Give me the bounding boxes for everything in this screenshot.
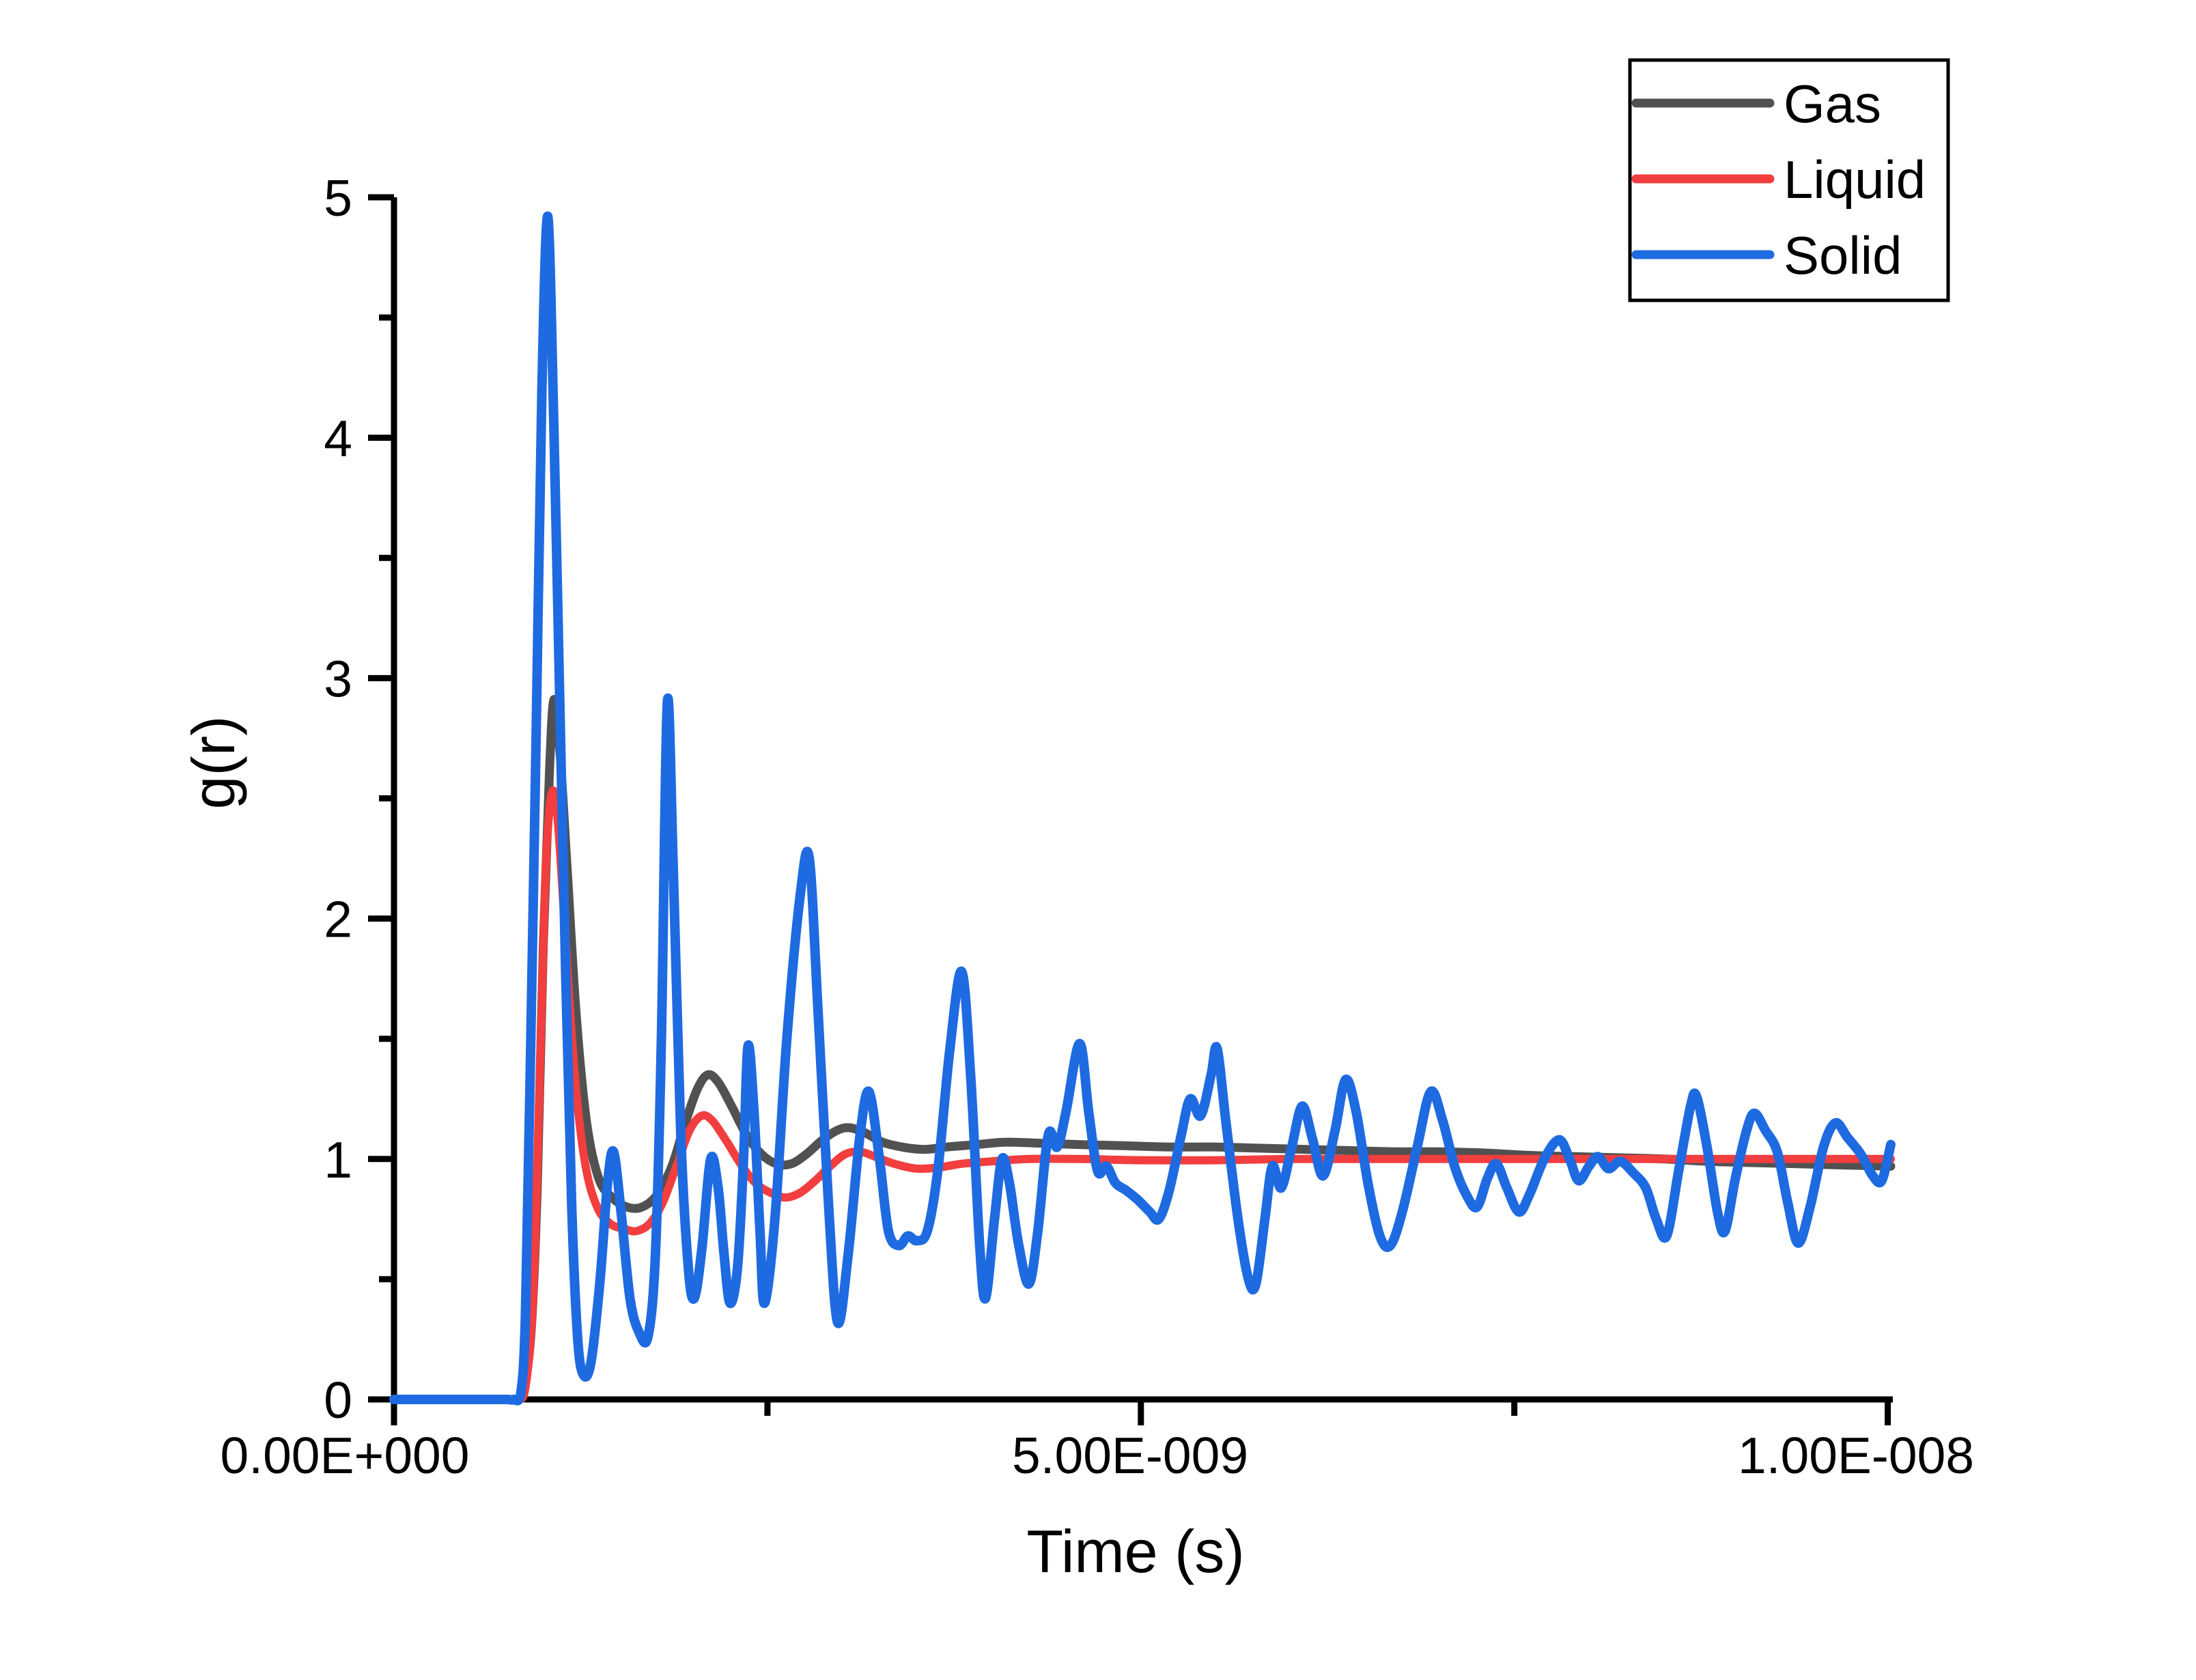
liquid-series-line: [390, 786, 1895, 1405]
x-tick-label: 0.00E+000: [221, 1427, 470, 1484]
y-tick-label: 5: [324, 169, 352, 227]
x-tick-label: 1.00E-008: [1738, 1427, 1974, 1484]
axis-tick-labels: 0.00E+000 5.00E-009 1.00E-008 0 1 2 3 4 5: [221, 169, 1975, 1484]
y-tick-label: 0: [324, 1371, 352, 1429]
y-tick-label: 1: [324, 1131, 352, 1188]
legend-label-solid: Solid: [1784, 225, 1902, 285]
legend-label-liquid: Liquid: [1784, 150, 1926, 210]
y-tick-label: 4: [324, 410, 352, 467]
y-tick-label: 3: [324, 650, 352, 707]
gas-series-line: [389, 695, 1896, 1405]
legend-label-gas: Gas: [1784, 74, 1881, 134]
y-tick-label: 2: [324, 891, 352, 948]
axis-ticks: [368, 194, 1891, 1425]
x-tick-label: 5.00E-009: [1012, 1427, 1248, 1484]
y-axis-title: g(r): [180, 716, 247, 810]
solid-series-line: [389, 212, 1896, 1406]
x-axis-title: Time (s): [1026, 1518, 1244, 1585]
legend: Gas Liquid Solid: [1628, 58, 1950, 302]
axes: 0.00E+000 5.00E-009 1.00E-008 0 1 2 3 4 5: [221, 169, 1975, 1484]
data-series: [389, 212, 1896, 1406]
